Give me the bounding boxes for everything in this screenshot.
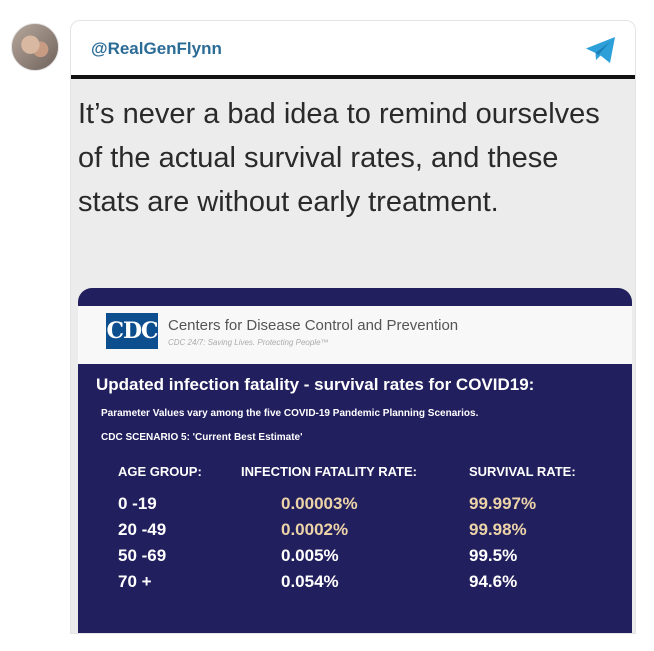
header-age-group: AGE GROUP:	[118, 464, 202, 479]
header-divider	[71, 75, 635, 79]
cell-age-0: 0 -19	[118, 494, 157, 513]
cell-survival-0: 99.997%	[469, 494, 537, 513]
header-survival-rate: SURVIVAL RATE:	[469, 464, 576, 479]
cell-survival-3: 94.6%	[469, 572, 518, 591]
cdc-banner: CDC Centers for Disease Control and Prev…	[78, 306, 632, 364]
cell-age-1: 20 -49	[118, 520, 167, 539]
post-image[interactable]: It’s never a bad idea to remind ourselve…	[71, 79, 635, 633]
cdc-logo: CDC	[106, 313, 159, 349]
cell-survival-1: 99.98%	[469, 520, 527, 539]
profile-avatar[interactable]	[11, 23, 59, 71]
tweet-text: It’s never a bad idea to remind ourselve…	[78, 98, 600, 218]
cell-ifr-2: 0.005%	[281, 546, 339, 565]
header-fatality-rate: INFECTION FATALITY RATE:	[241, 464, 417, 479]
cdc-name: Centers for Disease Control and Preventi…	[168, 317, 459, 334]
parameter-note: Parameter Values vary among the five COV…	[101, 408, 479, 419]
cell-ifr-3: 0.054%	[281, 572, 339, 591]
cell-ifr-1: 0.0002%	[281, 520, 349, 539]
cell-ifr-0: 0.00003%	[281, 494, 358, 513]
cdc-infographic: CDC Centers for Disease Control and Prev…	[78, 288, 632, 633]
cell-survival-2: 99.5%	[469, 546, 518, 565]
cell-age-2: 50 -69	[118, 546, 167, 565]
post-card: @RealGenFlynn It’s never a bad idea to r…	[70, 20, 636, 634]
post-header: @RealGenFlynn	[71, 21, 635, 75]
cdc-tagline: CDC 24/7: Saving Lives. Protecting Peopl…	[168, 338, 329, 347]
author-handle[interactable]: @RealGenFlynn	[91, 39, 222, 58]
infographic-title: Updated infection fatality - survival ra…	[96, 375, 535, 394]
scenario-label: CDC SCENARIO 5: 'Current Best Estimate'	[101, 432, 303, 443]
cell-age-3: 70 +	[118, 572, 152, 591]
telegram-icon[interactable]	[585, 36, 617, 64]
